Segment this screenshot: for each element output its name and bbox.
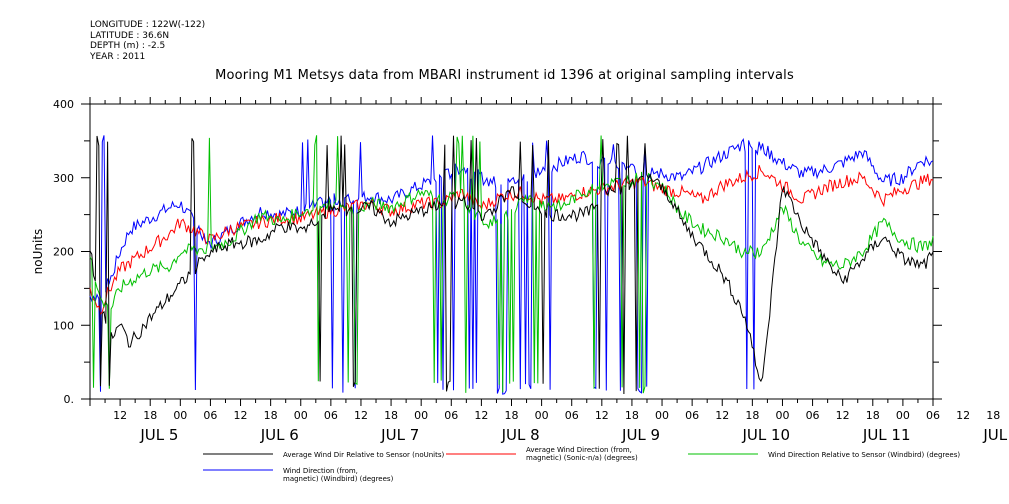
x-day-label: JUL 6: [260, 426, 299, 444]
x-tick-label: 18: [505, 409, 519, 422]
x-tick-label: 06: [926, 409, 940, 422]
chart-title: Mooring M1 Metsys data from MBARI instru…: [215, 68, 794, 83]
x-tick-label: 12: [234, 409, 248, 422]
x-tick-label: 06: [806, 409, 820, 422]
x-tick-label: 00: [896, 409, 910, 422]
y-axis-label: noUnits: [31, 229, 45, 275]
x-day-label: JUL 10: [741, 426, 790, 444]
series-line-0: [89, 135, 934, 395]
legend-label-blue: Wind Direction (from, magnetic) (Windbir…: [283, 467, 394, 483]
x-day-label: JUL 7: [380, 426, 419, 444]
x-tick-label: 12: [474, 409, 488, 422]
y-tick-label: 400: [53, 98, 74, 111]
x-tick-label: 06: [444, 409, 458, 422]
x-tick-label: 18: [264, 409, 278, 422]
x-tick-label: 12: [715, 409, 729, 422]
x-tick-label: 00: [414, 409, 428, 422]
year-label: YEAR : 2011: [90, 51, 146, 62]
y-tick-label: 300: [53, 172, 74, 185]
latitude-label: LATITUDE : 36.6N: [90, 30, 170, 41]
x-tick-label: 00: [294, 409, 308, 422]
x-tick-label: 06: [203, 409, 217, 422]
longitude-label: LONGITUDE : 122W(-122): [90, 20, 206, 30]
x-day-label: JUL 12: [982, 426, 1009, 444]
legend-label-red: Average Wind Direction (from, magnetic) …: [526, 446, 638, 462]
series-line-2: [89, 135, 934, 394]
x-day-label: JUL 9: [621, 426, 660, 444]
x-tick-label: 18: [143, 409, 157, 422]
x-tick-label: 12: [113, 409, 127, 422]
y-tick-label: 200: [53, 246, 74, 259]
x-tick-label: 12: [595, 409, 609, 422]
x-tick-label: 06: [324, 409, 338, 422]
x-tick-label: 00: [775, 409, 789, 422]
legend-label-green: Wind Direction Relative to Sensor (Windb…: [768, 451, 961, 459]
x-tick-label: 18: [745, 409, 759, 422]
depth-label: DEPTH (m) : -2.5: [90, 41, 166, 51]
y-tick-label: 100: [53, 319, 74, 332]
x-day-label: JUL 11: [862, 426, 911, 444]
x-tick-label: 18: [866, 409, 880, 422]
legend-label-black: Average Wind Dir Relative to Sensor (noU…: [283, 451, 445, 459]
x-tick-label: 06: [685, 409, 699, 422]
x-tick-label: 00: [655, 409, 669, 422]
x-day-label: JUL 8: [501, 426, 540, 444]
x-tick-label: 00: [173, 409, 187, 422]
series-line-1: [89, 165, 934, 316]
x-tick-label: 12: [836, 409, 850, 422]
x-tick-label: 00: [535, 409, 549, 422]
x-day-label: JUL 5: [139, 426, 178, 444]
x-tick-label: 18: [625, 409, 639, 422]
x-tick-label: 12: [354, 409, 368, 422]
x-tick-label: 18: [986, 409, 1000, 422]
x-tick-label: 06: [565, 409, 579, 422]
x-tick-label: 12: [956, 409, 970, 422]
y-tick-label: 0.: [64, 393, 75, 406]
station-metadata: LONGITUDE : 122W(-122) LATITUDE : 36.6N …: [90, 20, 205, 62]
x-tick-label: 18: [384, 409, 398, 422]
series-line-3: [89, 135, 934, 395]
